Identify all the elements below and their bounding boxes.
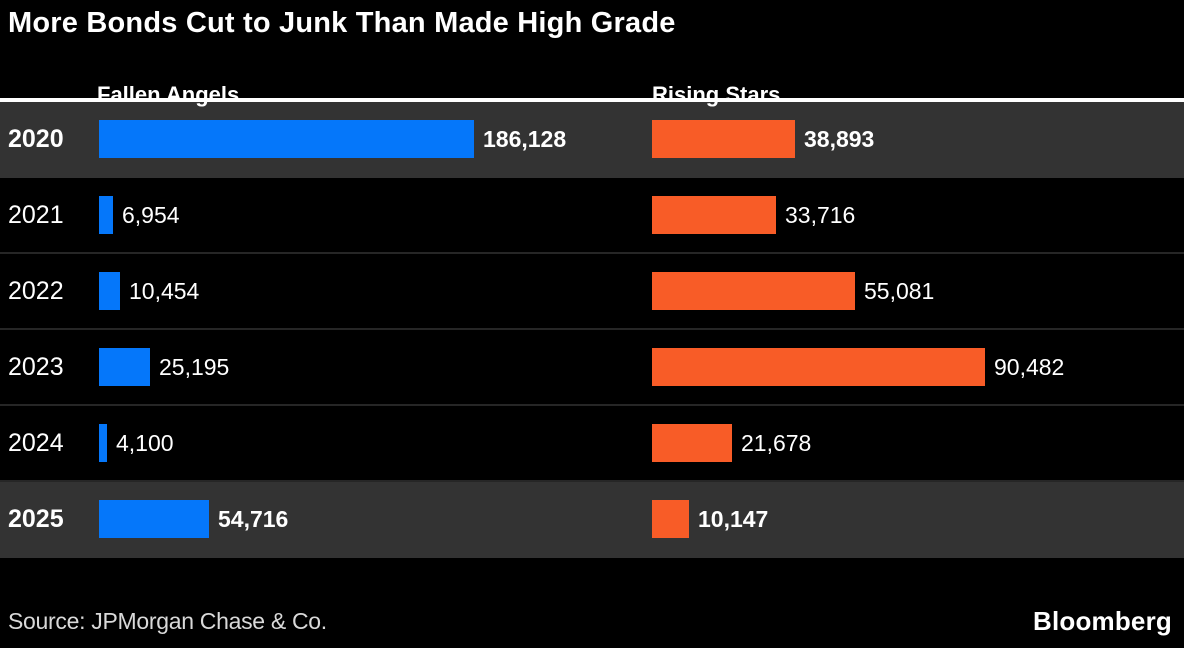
rising-stars-bar	[652, 196, 776, 234]
chart-row-2022: 2022 10,454 55,081	[0, 254, 1184, 330]
fallen-angels-cell: 4,100	[99, 424, 652, 462]
fallen-angels-cell: 25,195	[99, 348, 652, 386]
year-label: 2022	[8, 276, 64, 305]
source-attribution: Source: JPMorgan Chase & Co.	[8, 607, 327, 634]
rising-stars-cell: 55,081	[652, 272, 1184, 310]
value-label: 90,482	[994, 353, 1065, 380]
value-label: 10,454	[129, 277, 200, 304]
value-label: 6,954	[122, 201, 180, 228]
chart-rows: 2020 186,128 38,893 2021 6,954 33,716 2022 10,4…	[0, 98, 1184, 558]
rising-stars-bar	[652, 424, 732, 462]
chart-title: More Bonds Cut to Junk Than Made High Gr…	[8, 7, 676, 39]
fallen-angels-cell: 10,454	[99, 272, 652, 310]
year-label: 2023	[8, 352, 64, 381]
chart-footer: Source: JPMorgan Chase & Co. Bloomberg	[0, 596, 1184, 648]
fallen-angels-bar	[99, 348, 150, 386]
chart-row-2023: 2023 25,195 90,482	[0, 330, 1184, 406]
value-label: 4,100	[116, 429, 174, 456]
rising-stars-bar	[652, 120, 795, 158]
value-label: 21,678	[741, 429, 812, 456]
rising-stars-bar	[652, 348, 985, 386]
year-label: 2021	[8, 200, 64, 229]
rising-stars-bar	[652, 500, 689, 538]
value-label: 38,893	[804, 125, 875, 152]
year-label: 2020	[8, 124, 64, 153]
year-label: 2024	[8, 428, 64, 457]
value-label: 55,081	[864, 277, 935, 304]
fallen-angels-cell: 54,716	[99, 500, 652, 538]
fallen-angels-bar	[99, 272, 120, 310]
value-label: 10,147	[698, 505, 769, 532]
fallen-angels-bar	[99, 120, 474, 158]
fallen-angels-bar	[99, 500, 209, 538]
value-label: 33,716	[785, 201, 856, 228]
value-label: 54,716	[218, 505, 289, 532]
fallen-angels-bar	[99, 424, 107, 462]
chart-row-2020: 2020 186,128 38,893	[0, 102, 1184, 178]
rising-stars-cell: 10,147	[652, 500, 1184, 538]
value-label: 186,128	[483, 125, 567, 152]
fallen-angels-cell: 6,954	[99, 196, 652, 234]
column-header-fallen-angels: Fallen Angels	[97, 82, 240, 107]
rising-stars-cell: 38,893	[652, 120, 1184, 158]
rising-stars-cell: 90,482	[652, 348, 1184, 386]
rising-stars-cell: 33,716	[652, 196, 1184, 234]
rising-stars-cell: 21,678	[652, 424, 1184, 462]
fallen-angels-cell: 186,128	[99, 120, 652, 158]
bloomberg-logo: Bloomberg	[1032, 605, 1172, 636]
year-label: 2025	[8, 504, 64, 533]
chart-row-2025: 2025 54,716 10,147	[0, 482, 1184, 558]
chart-row-2024: 2024 4,100 21,678	[0, 406, 1184, 482]
column-header-rising-stars: Rising Stars	[652, 82, 781, 107]
rising-stars-bar	[652, 272, 855, 310]
fallen-angels-bar	[99, 196, 113, 234]
value-label: 25,195	[159, 353, 230, 380]
chart-row-2021: 2021 6,954 33,716	[0, 178, 1184, 254]
